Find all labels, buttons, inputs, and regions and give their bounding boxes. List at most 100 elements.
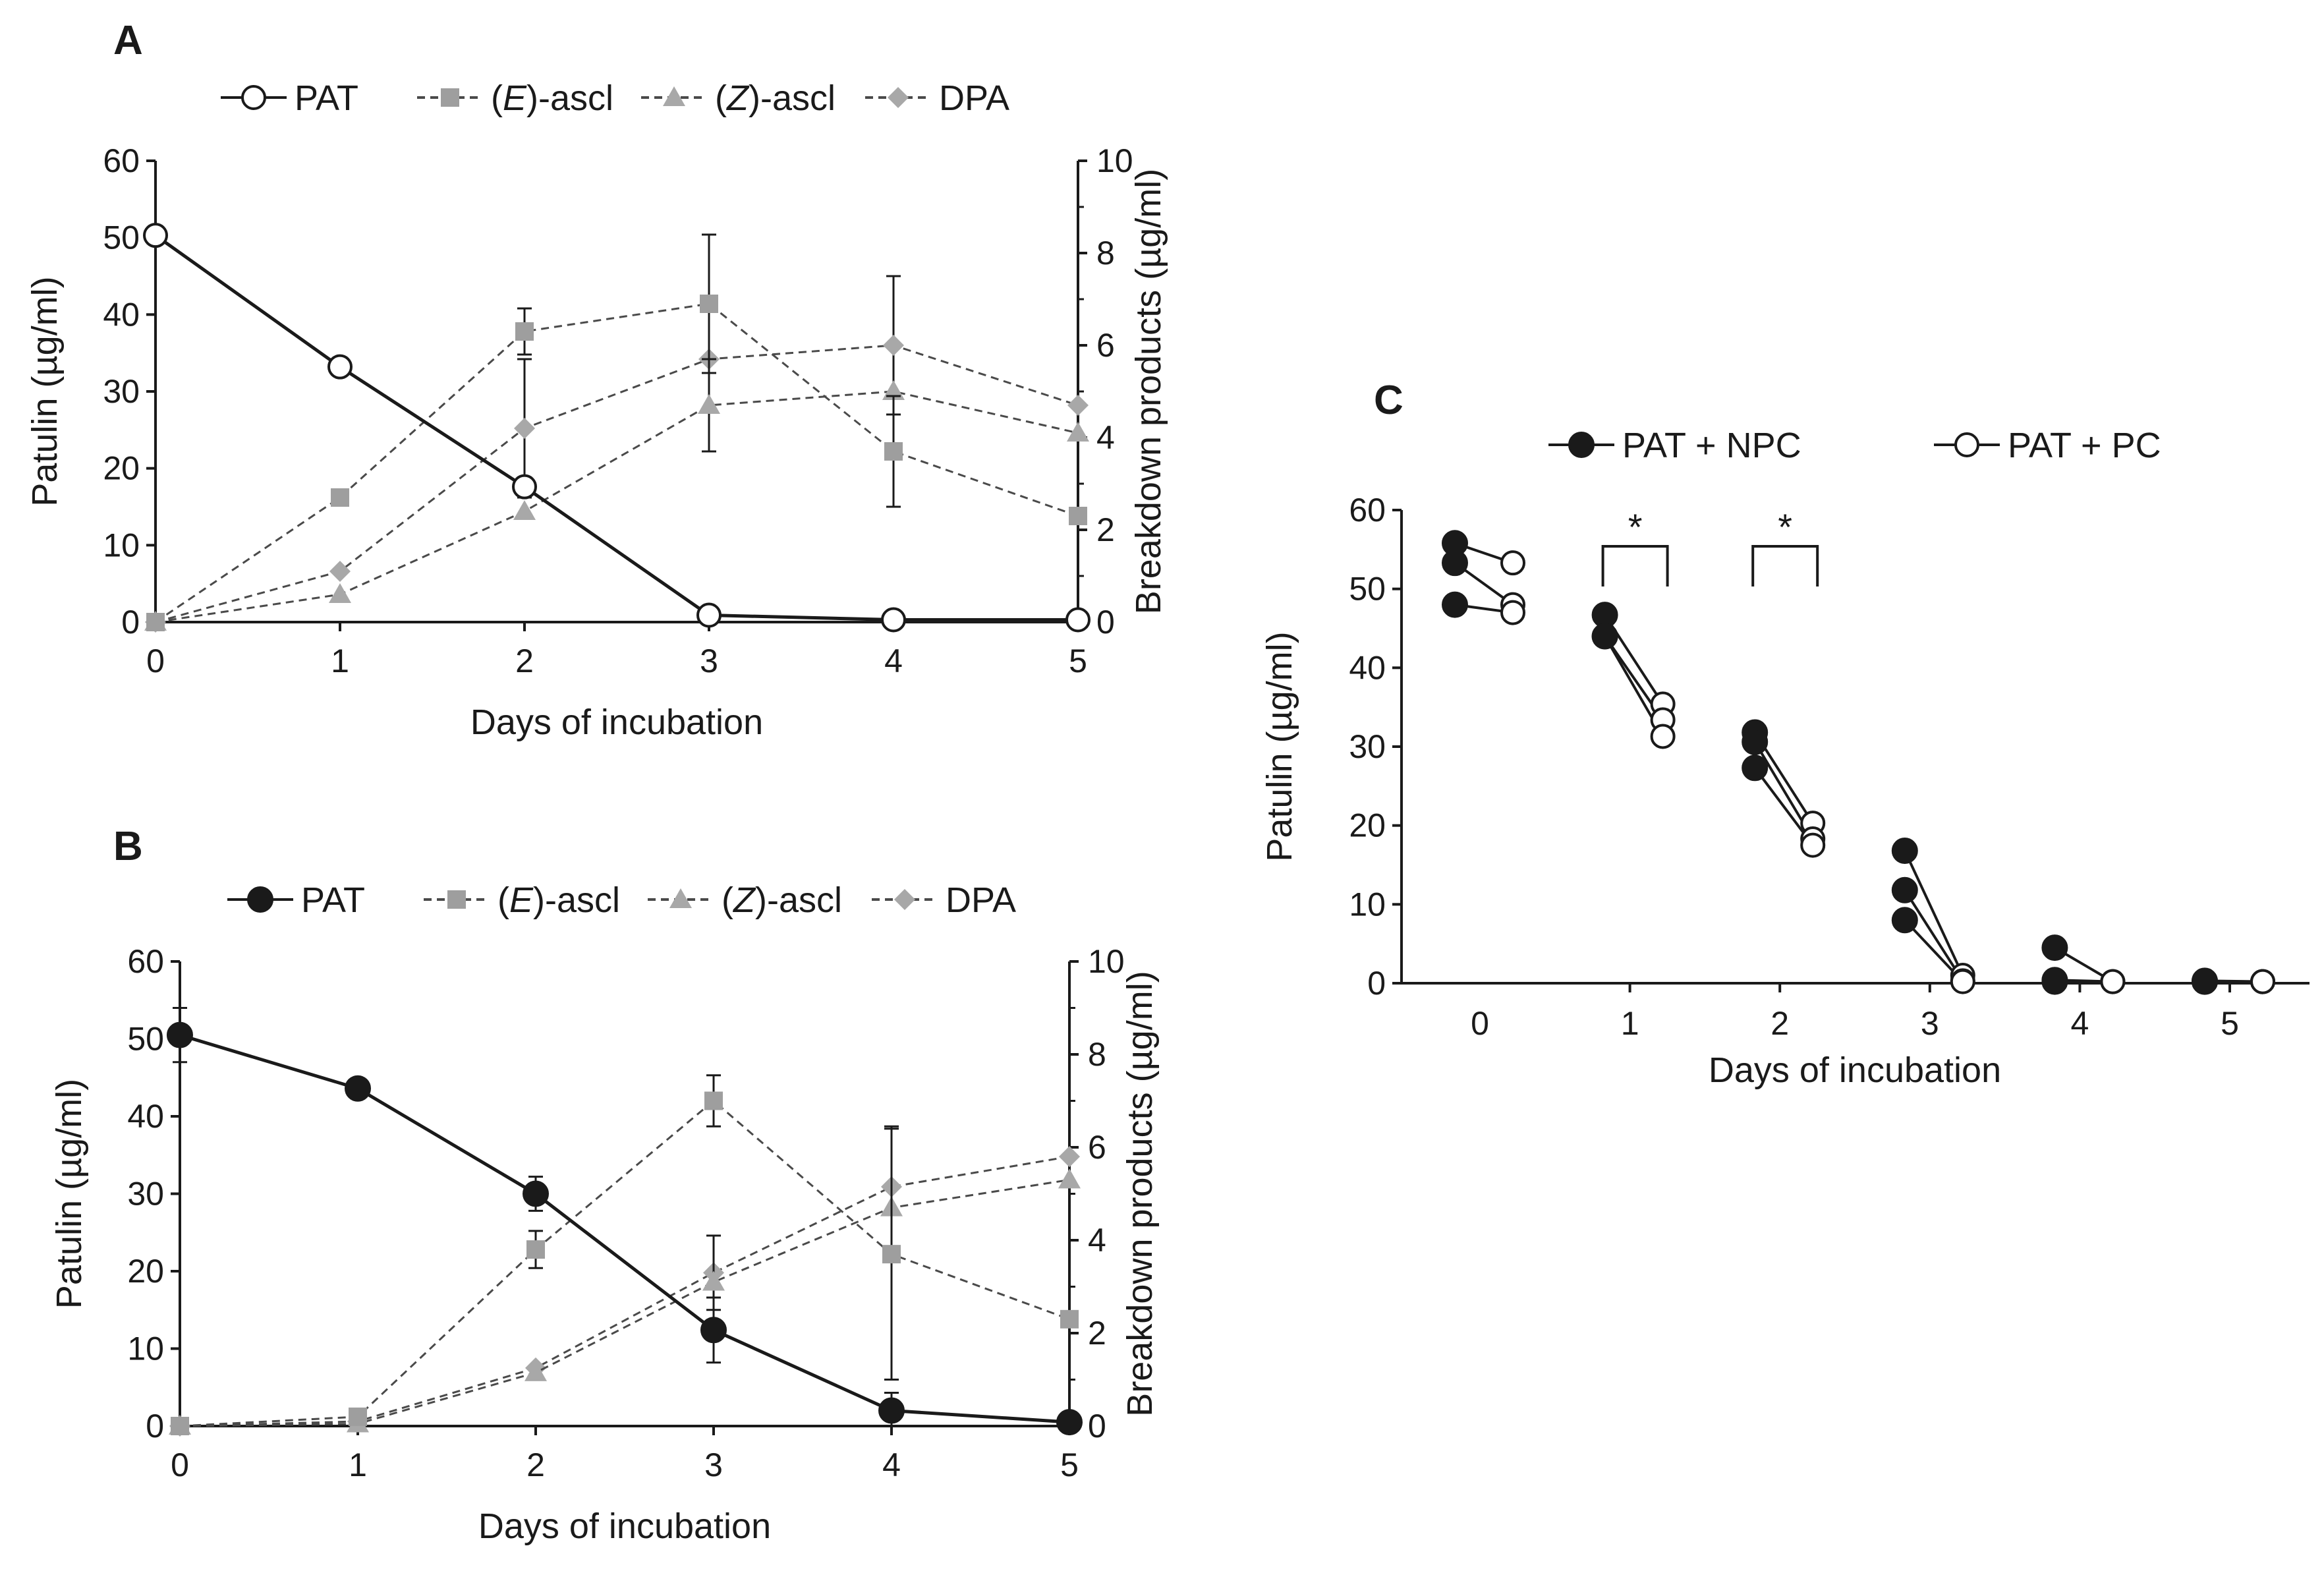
significance-bracket: *	[1751, 506, 1819, 586]
series-line	[179, 1033, 1070, 1424]
series-line	[179, 1155, 1070, 1427]
legend-entry: DPA	[872, 880, 1016, 920]
data-point	[167, 1021, 193, 1048]
y2-tick-label: 0	[1088, 1408, 1106, 1444]
data-point	[513, 500, 536, 520]
x-tick-label: 4	[884, 643, 903, 679]
x-tick-label: 3	[704, 1446, 723, 1483]
data-point	[881, 607, 906, 633]
panel-c: C 0 10 20 30 40 50 60 0 1 2 3 4 5 Days of incubation Pa…	[1260, 378, 2310, 1090]
legend-marker	[1568, 432, 1595, 458]
npc-point	[2041, 968, 2068, 995]
legend-label: DPA	[939, 78, 1009, 118]
significance-bracket: *	[1601, 506, 1669, 586]
npc-point	[1442, 591, 1468, 618]
data-point	[327, 354, 353, 380]
y-tick-label: 0	[146, 1408, 164, 1444]
y2-tick-label: 4	[1088, 1222, 1106, 1259]
series-line	[155, 302, 1079, 623]
data-point	[171, 1417, 189, 1435]
npc-point	[1891, 876, 1918, 903]
data-point	[1056, 1409, 1083, 1436]
x-tick-label: 0	[146, 643, 165, 679]
legend-entry: (E)-ascl	[424, 880, 620, 920]
series--e-ascl	[171, 1074, 1079, 1435]
data-point	[1069, 507, 1087, 525]
y2-tick-label: 2	[1088, 1315, 1106, 1352]
y-tick-label: 0	[121, 604, 140, 641]
data-point	[526, 1240, 545, 1259]
legend-entry: PAT + PC	[1934, 426, 2161, 465]
y2-tick-label: 2	[1096, 511, 1115, 548]
y-tick-label: 10	[127, 1330, 164, 1367]
x-tick-label: 2	[515, 643, 534, 679]
pc-point	[1950, 969, 1975, 994]
series-line	[155, 390, 1079, 623]
y2-tick-label: 10	[1096, 142, 1133, 179]
y2-tick-label: 10	[1088, 943, 1125, 980]
y-tick-label: 60	[127, 943, 164, 980]
panel-letter: B	[113, 824, 143, 869]
data-point	[700, 1317, 727, 1344]
legend-marker	[669, 888, 692, 908]
x-tick-label: 0	[171, 1446, 189, 1483]
y2-tick-label: 6	[1088, 1129, 1106, 1166]
panel-a: A 0 10 20 30 40 50 60 0 2 4 6 8 10 0 1 2 3 4 5 Days of incub…	[25, 18, 1168, 742]
x-tick-label: 0	[1471, 1005, 1489, 1042]
legend-entry: PAT + NPC	[1548, 426, 1801, 465]
data-point	[1067, 395, 1089, 416]
data-point	[524, 1361, 547, 1381]
x-axis-label: Days of incubation	[478, 1506, 771, 1546]
x-tick-label: 1	[331, 643, 349, 679]
series--z-ascl	[169, 1168, 1081, 1435]
x-tick-label: 3	[1921, 1005, 1939, 1042]
series-line	[155, 344, 1079, 623]
legend-entry: (Z)-ascl	[648, 880, 842, 920]
day-1-pairs	[1591, 602, 1676, 749]
legend-marker	[888, 87, 909, 108]
data-point	[1060, 1309, 1079, 1329]
npc-point	[1742, 728, 1769, 755]
x-tick-label: 1	[1621, 1005, 1639, 1042]
npc-point	[2041, 934, 2068, 961]
legend-entry: DPA	[865, 78, 1009, 118]
y-tick-label: 50	[127, 1021, 164, 1058]
pc-point	[1500, 600, 1525, 625]
data-point	[704, 1091, 723, 1110]
legend-entry: PAT	[221, 78, 358, 118]
y2-axis-label: Breakdown products (µg/ml)	[1120, 971, 1160, 1416]
x-tick-label: 5	[1060, 1446, 1079, 1483]
legend-label: PAT + PC	[2008, 426, 2161, 465]
data-point	[329, 561, 351, 582]
data-point	[1059, 1146, 1080, 1168]
data-point	[883, 335, 904, 356]
y-tick-label: 20	[127, 1253, 164, 1290]
y-tick-label: 20	[1349, 807, 1386, 844]
day-0-pairs	[1442, 530, 1525, 625]
series-line	[179, 1099, 1070, 1427]
y2-tick-label: 8	[1088, 1036, 1106, 1073]
bracket-line	[1751, 545, 1819, 586]
x-tick-label: 2	[526, 1446, 545, 1483]
y-axis-label: Patulin (µg/ml)	[49, 1079, 89, 1309]
x-tick-label: 5	[1069, 643, 1087, 679]
x-tick-label: 4	[2070, 1005, 2089, 1042]
y2-tick-label: 6	[1096, 327, 1115, 364]
data-point	[1058, 1168, 1081, 1189]
legend-entry: (E)-ascl	[417, 78, 613, 118]
x-axis-label: Days of incubation	[470, 702, 763, 742]
pair-line	[1903, 850, 1964, 976]
series-line	[179, 1178, 1070, 1427]
y-tick-label: 20	[103, 450, 140, 487]
data-point	[349, 1407, 367, 1426]
data-point	[143, 223, 168, 248]
y-axis-label: Patulin (µg/ml)	[1260, 631, 1299, 861]
data-point	[515, 322, 534, 341]
data-point	[146, 613, 165, 631]
npc-point	[1442, 550, 1468, 577]
legend-entry: PAT	[227, 880, 365, 920]
y-tick-label: 40	[103, 296, 140, 333]
pc-point	[1500, 550, 1525, 576]
day-3-pairs	[1891, 837, 1975, 994]
